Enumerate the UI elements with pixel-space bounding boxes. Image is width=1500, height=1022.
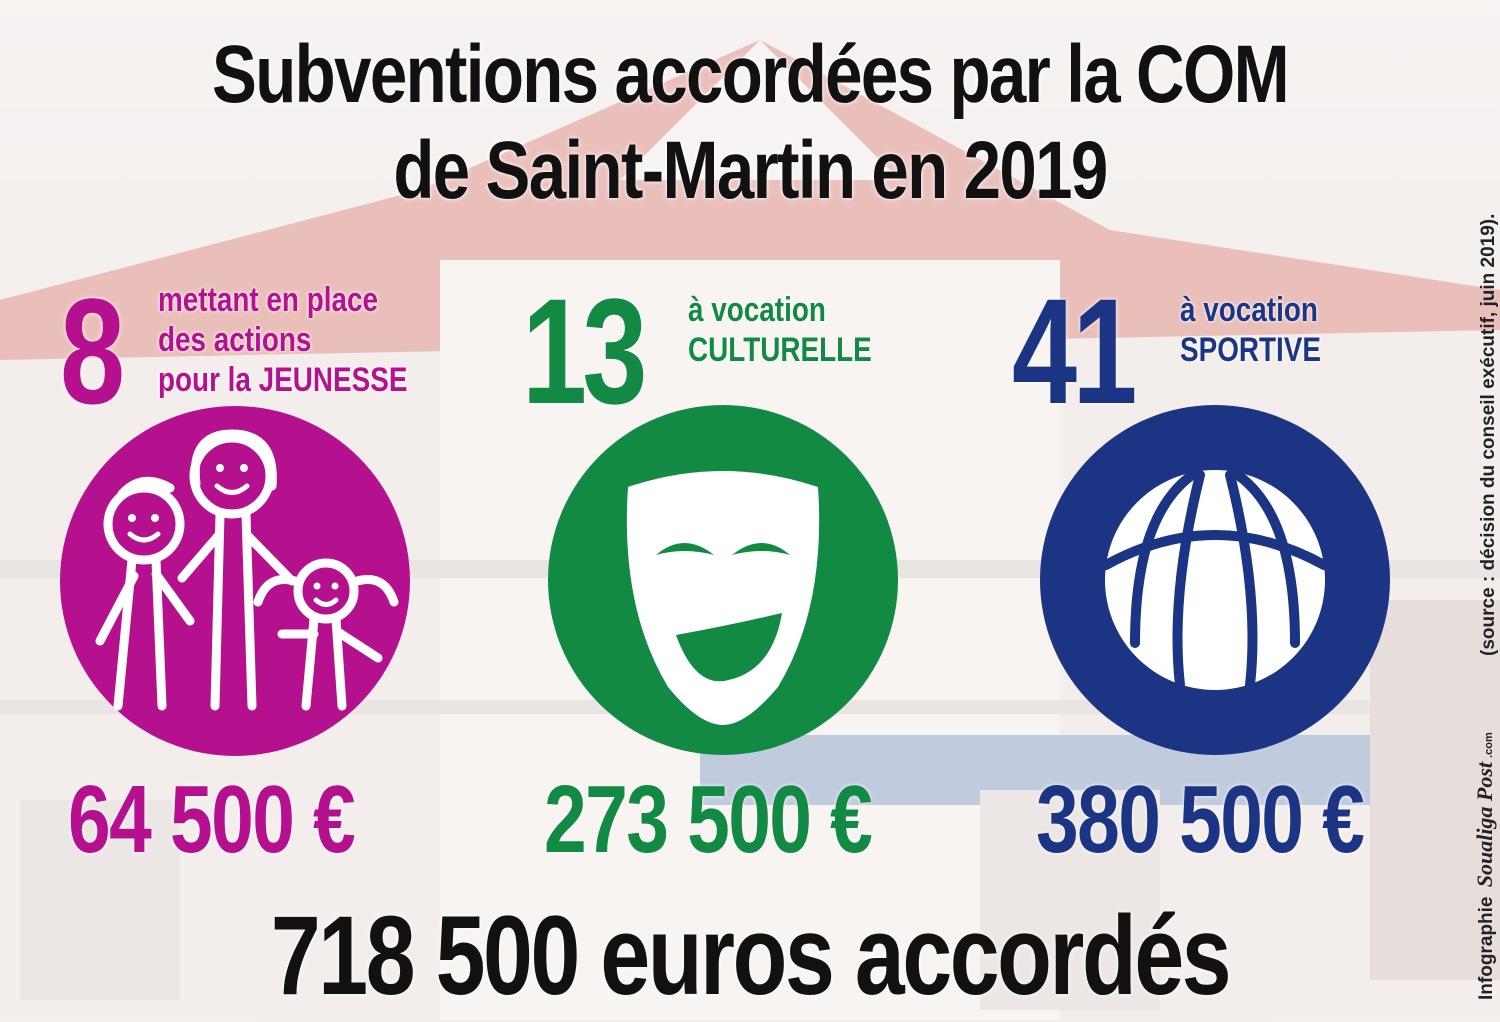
culture-desc-line-2: CULTURELLE: [688, 331, 872, 369]
youth-desc-line-2: des actions: [158, 321, 312, 359]
total-amount: 718 500 euros accordés: [270, 893, 1232, 1018]
youth-count: 8: [60, 267, 125, 435]
youth-amount: 64 500 €: [68, 766, 356, 873]
sport-desc-line-1: à vocation: [1180, 291, 1318, 329]
credit-prefix: Infographie: [1476, 896, 1497, 1000]
youth-description: mettant en place des actions pour la JEU…: [158, 280, 407, 400]
culture-amount: 273 500 €: [544, 766, 873, 873]
credit-brand: Soualiga Post: [1472, 761, 1497, 888]
youth-desc-line-1: mettant en place: [158, 281, 379, 319]
youth-desc-line-3: pour la JEUNESSE: [158, 361, 408, 399]
title-line-2: de Saint-Martin en 2019: [393, 125, 1108, 216]
sport-desc-line-2: SPORTIVE: [1180, 331, 1321, 369]
family-icon: [60, 406, 410, 756]
sport-description: à vocation SPORTIVE: [1180, 290, 1321, 370]
source-note: (source : décision du conseil exécutif, …: [1478, 213, 1499, 656]
title-line-1: Subventions accordées par la COM: [212, 29, 1290, 120]
culture-count: 13: [522, 267, 647, 435]
basketball-icon: [1040, 405, 1390, 755]
theater-mask-icon: [548, 405, 898, 755]
credit-brand-suffix: .com: [1483, 732, 1495, 758]
culture-description: à vocation CULTURELLE: [688, 290, 872, 370]
sport-count: 41: [1012, 267, 1137, 435]
sport-amount: 380 500 €: [1036, 766, 1365, 873]
culture-desc-line-1: à vocation: [688, 291, 826, 329]
